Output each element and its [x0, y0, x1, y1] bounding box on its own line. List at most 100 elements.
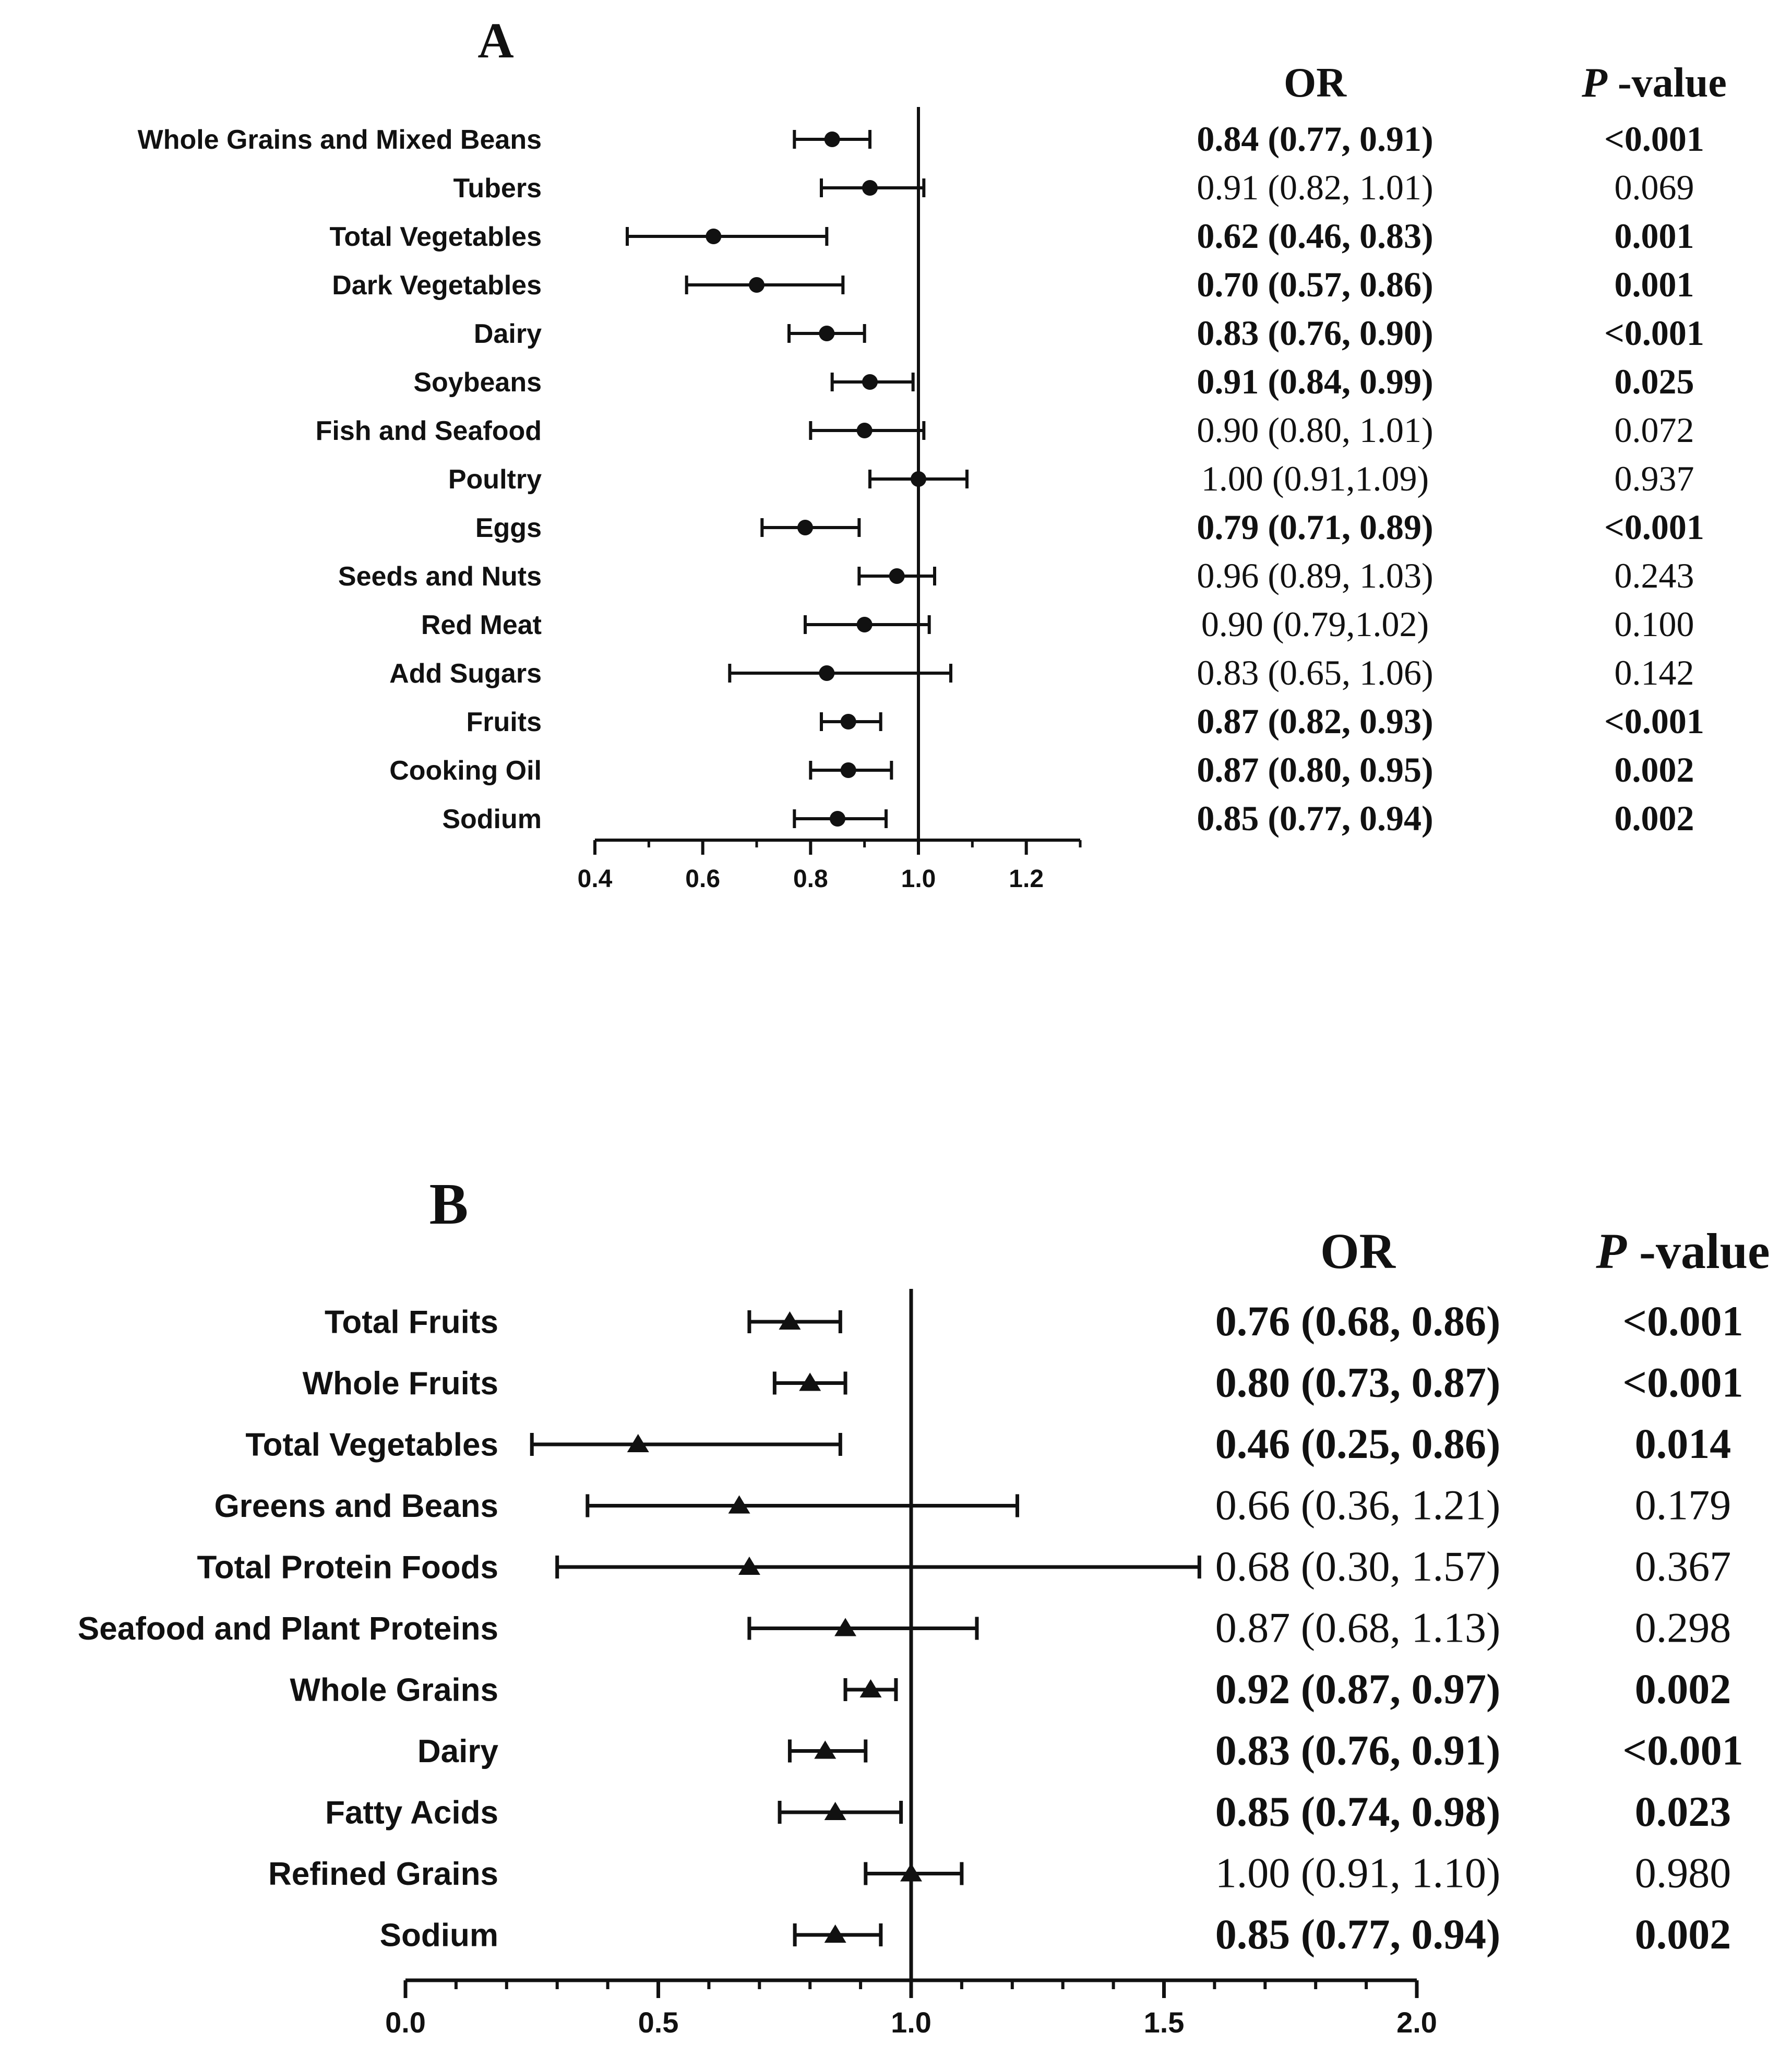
or-point-marker: [830, 811, 845, 827]
p-value: 0.002: [1635, 1665, 1731, 1713]
forest-row: Seafood and Plant Proteins 0.87 (0.68, 1.…: [78, 1604, 1731, 1652]
row-label: Dairy: [417, 1733, 499, 1769]
p-value: <0.001: [1604, 119, 1704, 159]
row-label: Tubers: [453, 173, 542, 204]
p-value: <0.001: [1622, 1359, 1743, 1406]
p-value: 0.243: [1615, 556, 1694, 595]
row-label: Add Sugars: [389, 659, 542, 689]
forest-row: Fatty Acids 0.85 (0.74, 0.98) 0.023: [325, 1788, 1731, 1835]
p-value: <0.001: [1622, 1297, 1743, 1345]
p-value: 0.025: [1615, 362, 1694, 401]
row-label: Total Protein Foods: [197, 1550, 499, 1586]
p-value: 0.069: [1615, 168, 1694, 207]
or-ci-value: 0.84 (0.77, 0.91): [1197, 119, 1433, 159]
p-value-header-rest: -value: [1627, 1223, 1770, 1279]
x-tick-label: 0.6: [685, 865, 720, 893]
row-label: Dairy: [474, 319, 542, 349]
or-ci-value: 0.83 (0.76, 0.91): [1215, 1727, 1501, 1774]
forest-row: Greens and Beans 0.66 (0.36, 1.21) 0.179: [214, 1481, 1731, 1529]
forest-row: Total Fruits 0.76 (0.68, 0.86) <0.001: [325, 1297, 1743, 1345]
panel-title: B: [429, 1172, 469, 1237]
row-label: Seeds and Nuts: [338, 561, 542, 592]
p-value: 0.002: [1615, 798, 1694, 838]
p-value: 0.002: [1615, 750, 1694, 790]
or-ci-value: 0.91 (0.82, 1.01): [1197, 168, 1433, 207]
forest-row: Cooking Oil 0.87 (0.80, 0.95) 0.002: [389, 750, 1694, 790]
forest-row: Add Sugars 0.83 (0.65, 1.06) 0.142: [389, 653, 1694, 692]
x-tick-label: 1.0: [891, 2006, 931, 2039]
forest-row: Dark Vegetables 0.70 (0.57, 0.86) 0.001: [332, 265, 1694, 304]
or-ci-value: 1.00 (0.91,1.09): [1201, 459, 1429, 498]
forest-row: Total Vegetables 0.62 (0.46, 0.83) 0.001: [329, 216, 1694, 256]
or-ci-value: 0.87 (0.82, 0.93): [1197, 701, 1433, 741]
or-ci-value: 0.76 (0.68, 0.86): [1215, 1297, 1501, 1345]
or-ci-value: 0.96 (0.89, 1.03): [1197, 556, 1433, 595]
forest-row: Eggs 0.79 (0.71, 0.89) <0.001: [475, 507, 1704, 547]
or-ci-value: 0.85 (0.77, 0.94): [1215, 1910, 1501, 1958]
row-label: Total Vegetables: [245, 1427, 498, 1463]
or-point-marker: [856, 617, 873, 632]
row-label: Poultry: [448, 464, 542, 495]
or-ci-value: 1.00 (0.91, 1.10): [1215, 1849, 1501, 1897]
p-value-header-italic: P: [1581, 60, 1608, 106]
or-point-marker: [889, 568, 905, 584]
row-label: Whole Fruits: [303, 1366, 498, 1402]
or-point-marker: [840, 714, 856, 729]
p-value: 0.980: [1635, 1849, 1731, 1897]
x-tick-label: 0.4: [578, 865, 613, 893]
or-ci-value: 0.66 (0.36, 1.21): [1215, 1481, 1501, 1529]
x-tick-label: 2.0: [1396, 2006, 1437, 2039]
forest-row: Total Protein Foods 0.68 (0.30, 1.57) 0.36…: [197, 1542, 1731, 1590]
or-column-header: OR: [1284, 60, 1347, 106]
row-label: Dark Vegetables: [332, 270, 542, 301]
row-label: Soybeans: [413, 367, 542, 398]
or-ci-value: 0.83 (0.76, 0.90): [1197, 313, 1433, 353]
x-tick-label: 1.0: [901, 865, 936, 893]
forest-row: Soybeans 0.91 (0.84, 0.99) 0.025: [413, 362, 1694, 401]
p-value: 0.298: [1635, 1604, 1731, 1652]
panel-title: A: [477, 13, 513, 68]
row-label: Total Fruits: [325, 1305, 498, 1341]
or-ci-value: 0.70 (0.57, 0.86): [1197, 265, 1433, 304]
p-value: 0.367: [1635, 1542, 1731, 1590]
p-value: 0.142: [1615, 653, 1694, 692]
row-label: Seafood and Plant Proteins: [78, 1611, 498, 1647]
or-point-marker: [911, 471, 926, 487]
row-label: Greens and Beans: [214, 1488, 498, 1524]
x-tick-label: 0.0: [385, 2006, 426, 2039]
row-label: Whole Grains: [290, 1672, 498, 1708]
or-point-marker: [749, 277, 764, 293]
x-tick-label: 1.5: [1144, 2006, 1185, 2039]
or-ci-value: 0.68 (0.30, 1.57): [1215, 1542, 1501, 1590]
p-value-column-header: P -value: [1595, 1223, 1770, 1279]
forest-row: Fruits 0.87 (0.82, 0.93) <0.001: [467, 701, 1704, 741]
forest-row: Sodium 0.85 (0.77, 0.94) 0.002: [380, 1910, 1731, 1958]
p-value: 0.937: [1615, 459, 1694, 498]
or-ci-value: 0.62 (0.46, 0.83): [1197, 216, 1433, 256]
or-point-marker: [824, 131, 840, 147]
or-point-marker: [862, 180, 878, 196]
row-label: Cooking Oil: [389, 756, 542, 786]
or-point-marker: [856, 423, 873, 438]
p-value-column-header: P -value: [1581, 60, 1727, 106]
or-point-marker: [797, 520, 813, 535]
or-point-marker: [779, 1311, 801, 1330]
p-value: <0.001: [1604, 701, 1704, 741]
row-label: Total Vegetables: [329, 222, 542, 252]
row-label: Fruits: [467, 707, 542, 737]
or-ci-value: 0.80 (0.73, 0.87): [1215, 1359, 1501, 1406]
x-tick-label: 0.8: [793, 865, 828, 893]
forest-row: Whole Grains 0.92 (0.87, 0.97) 0.002: [290, 1665, 1731, 1713]
row-label: Fish and Seafood: [316, 416, 542, 446]
x-tick-label: 0.5: [638, 2006, 679, 2039]
p-value: 0.179: [1635, 1481, 1731, 1529]
or-point-marker: [834, 1618, 857, 1636]
panel-b: B OR P -value 0.0 0.5 1.0 1.5 2.0 Total Fruits 0.…: [78, 1172, 1770, 2039]
row-label: Whole Grains and Mixed Beans: [138, 125, 542, 155]
forest-row: Whole Fruits 0.80 (0.73, 0.87) <0.001: [303, 1359, 1743, 1406]
or-point-marker: [824, 1802, 846, 1820]
or-ci-value: 0.87 (0.80, 0.95): [1197, 750, 1433, 790]
forest-row: Seeds and Nuts 0.96 (0.89, 1.03) 0.243: [338, 556, 1694, 595]
or-point-marker: [819, 326, 835, 341]
